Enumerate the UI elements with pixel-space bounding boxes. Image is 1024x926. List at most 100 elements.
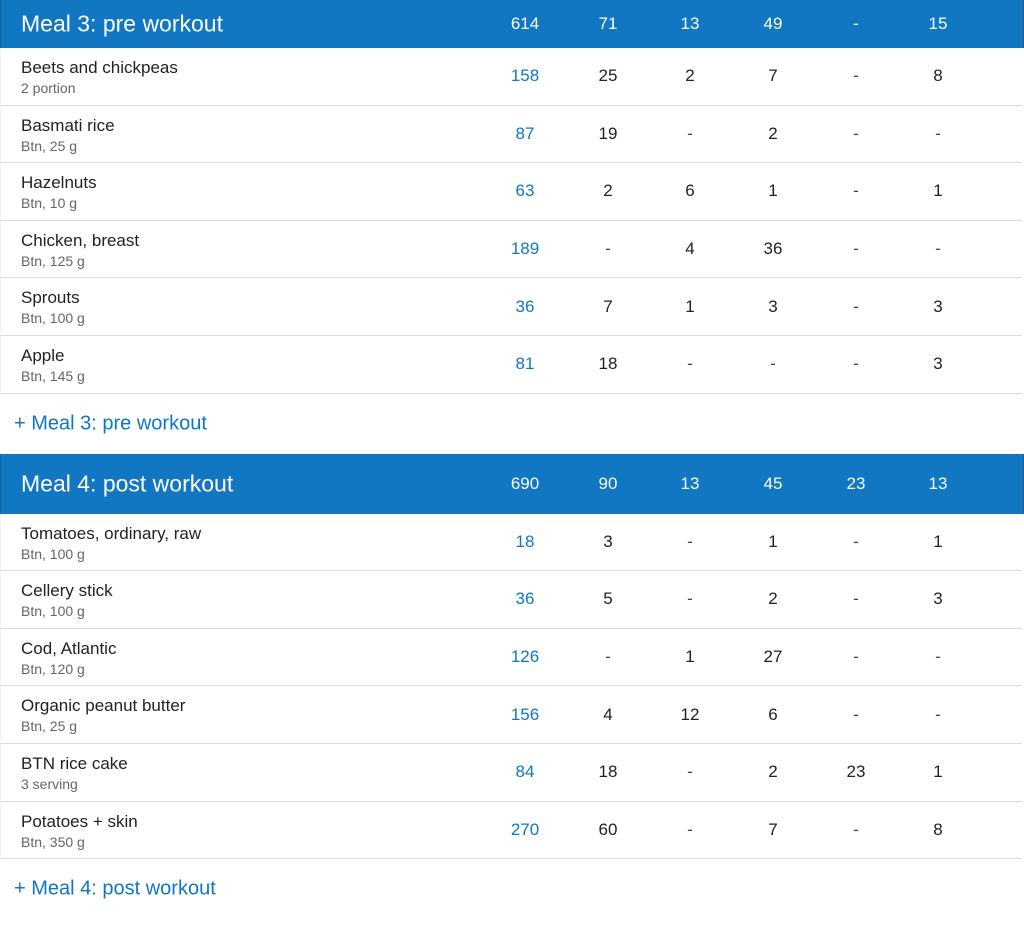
meal-header[interactable]: Meal 3: pre workout 614 71 13 49 - 15 (0, 0, 1024, 48)
food-kcal[interactable]: 126 (510, 647, 540, 667)
food-row[interactable]: Tomatoes, ordinary, raw Btn, 100 g 18 3 … (0, 513, 1022, 572)
food-row[interactable]: Hazelnuts Btn, 10 g 63 2 6 1 - 1 (0, 163, 1022, 221)
food-kcal[interactable]: 36 (515, 296, 535, 316)
food-col-6: 3 (933, 296, 943, 316)
food-col-6: - (935, 704, 941, 724)
food-col-4: 1 (768, 531, 778, 551)
food-row[interactable]: Apple Btn, 145 g 81 18 - - - 3 (0, 335, 1022, 394)
food-col-5: - (853, 819, 859, 839)
food-col-6: 8 (933, 66, 943, 86)
food-name: Tomatoes, ordinary, raw (21, 523, 202, 543)
food-col-3: - (687, 123, 693, 143)
food-portion: Btn, 10 g (21, 195, 78, 212)
food-col-3: 4 (685, 239, 695, 259)
total-col-2: 71 (598, 14, 618, 33)
food-col-2: 4 (603, 704, 613, 724)
food-row[interactable]: Beets and chickpeas 2 portion 158 25 2 7… (0, 48, 1022, 106)
food-portion: Btn, 100 g (21, 310, 85, 327)
food-name: Organic peanut butter (21, 696, 186, 716)
add-food-link[interactable]: + Meal 4: post workout (14, 877, 216, 900)
food-kcal[interactable]: 84 (515, 762, 535, 782)
food-portion: Btn, 25 g (21, 718, 78, 735)
food-col-3: 1 (685, 647, 695, 667)
food-name: Basmati rice (21, 115, 115, 135)
food-kcal[interactable]: 270 (510, 819, 540, 839)
food-col-4: 1 (768, 181, 778, 201)
food-portion: Btn, 125 g (21, 252, 85, 269)
food-col-6: - (935, 647, 941, 667)
total-col-3: 13 (680, 14, 700, 33)
food-name: Apple (21, 345, 65, 365)
food-portion: Btn, 350 g (21, 833, 85, 850)
food-col-2: 18 (598, 354, 618, 374)
food-col-5: 23 (846, 762, 866, 782)
food-col-2: 3 (603, 531, 613, 551)
food-col-5: - (853, 123, 859, 143)
food-portion: 3 serving (21, 775, 78, 792)
food-kcal[interactable]: 18 (515, 531, 535, 551)
add-food-row: + Meal 3: pre workout (0, 394, 1024, 454)
food-col-3: 1 (685, 296, 695, 316)
add-food-link[interactable]: + Meal 3: pre workout (14, 412, 207, 435)
food-row[interactable]: Chicken, breast Btn, 125 g 189 - 4 36 - … (0, 220, 1022, 279)
food-name: BTN rice cake (21, 753, 128, 773)
food-col-2: 60 (598, 819, 618, 839)
food-portion: 2 portion (21, 80, 76, 96)
food-col-4: 7 (768, 819, 778, 839)
food-col-5: - (853, 296, 859, 316)
food-col-4: 3 (768, 296, 778, 316)
food-name: Potatoes + skin (21, 811, 138, 831)
food-col-4: 2 (768, 123, 778, 143)
food-portion: Btn, 25 g (21, 137, 78, 154)
food-col-2: 7 (603, 296, 613, 316)
food-row[interactable]: BTN rice cake 3 serving 84 18 - 2 23 1 (0, 743, 1022, 802)
food-col-5: - (853, 647, 859, 667)
food-kcal[interactable]: 158 (510, 66, 540, 86)
food-col-2: 18 (598, 762, 618, 782)
food-row[interactable]: Cellery stick Btn, 100 g 36 5 - 2 - 3 (0, 571, 1022, 629)
food-col-5: - (853, 239, 859, 259)
total-col-4: 49 (763, 14, 783, 33)
food-kcal[interactable]: 87 (515, 123, 535, 143)
food-col-5: - (853, 181, 859, 201)
food-col-4: 27 (763, 647, 783, 667)
food-row[interactable]: Potatoes + skin Btn, 350 g 270 60 - 7 - … (0, 801, 1022, 860)
food-col-3: 6 (685, 181, 695, 201)
food-col-2: 25 (598, 66, 618, 86)
food-col-5: - (853, 354, 859, 374)
food-row[interactable]: Basmati rice Btn, 25 g 87 19 - 2 - - (0, 105, 1022, 164)
food-col-3: - (687, 354, 693, 374)
meal-title: Meal 4: post workout (21, 470, 234, 497)
food-col-6: 3 (933, 354, 943, 374)
food-name: Cod, Atlantic (21, 638, 117, 658)
food-portion: Btn, 120 g (21, 660, 85, 677)
food-col-2: - (605, 647, 611, 667)
food-portion: Btn, 100 g (21, 603, 85, 620)
food-col-5: - (853, 704, 859, 724)
food-kcal[interactable]: 63 (515, 181, 535, 201)
food-row[interactable]: Sprouts Btn, 100 g 36 7 1 3 - 3 (0, 278, 1022, 336)
food-name: Sprouts (21, 288, 80, 308)
food-col-2: 5 (603, 589, 613, 609)
add-food-row: + Meal 4: post workout (0, 859, 1024, 919)
total-kcal: 690 (510, 473, 540, 493)
food-col-6: - (935, 123, 941, 143)
total-col-2: 90 (598, 473, 618, 493)
meal-header[interactable]: Meal 4: post workout 690 90 13 45 23 13 (0, 453, 1024, 514)
food-row[interactable]: Cod, Atlantic Btn, 120 g 126 - 1 27 - - (0, 628, 1022, 687)
food-col-4: 2 (768, 762, 778, 782)
food-row[interactable]: Organic peanut butter Btn, 25 g 156 4 12… (0, 686, 1022, 744)
food-col-2: 2 (603, 181, 613, 201)
food-kcal[interactable]: 189 (510, 239, 540, 259)
food-kcal[interactable]: 156 (510, 704, 540, 724)
food-col-3: 12 (680, 704, 700, 724)
food-kcal[interactable]: 81 (515, 354, 535, 374)
food-name: Chicken, breast (21, 230, 140, 250)
food-col-6: 8 (933, 819, 943, 839)
food-col-4: 2 (768, 589, 778, 609)
food-col-3: - (687, 531, 693, 551)
food-col-5: - (853, 66, 859, 86)
food-portion: Btn, 145 g (21, 367, 85, 384)
food-kcal[interactable]: 36 (515, 589, 535, 609)
food-col-4: - (770, 354, 776, 374)
